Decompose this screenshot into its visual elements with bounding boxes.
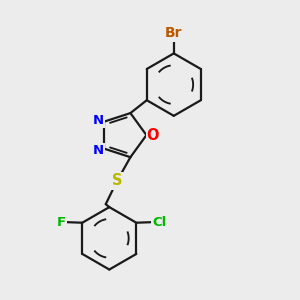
Text: S: S: [112, 173, 122, 188]
Text: F: F: [57, 216, 66, 229]
Text: Cl: Cl: [152, 216, 166, 229]
Text: O: O: [147, 128, 159, 142]
Text: Br: Br: [165, 26, 182, 40]
Text: N: N: [92, 144, 104, 157]
Text: N: N: [92, 113, 104, 127]
